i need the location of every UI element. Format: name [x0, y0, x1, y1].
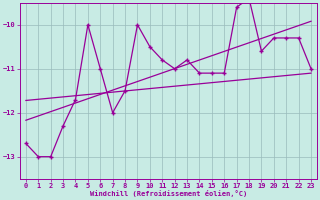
- X-axis label: Windchill (Refroidissement éolien,°C): Windchill (Refroidissement éolien,°C): [90, 190, 247, 197]
